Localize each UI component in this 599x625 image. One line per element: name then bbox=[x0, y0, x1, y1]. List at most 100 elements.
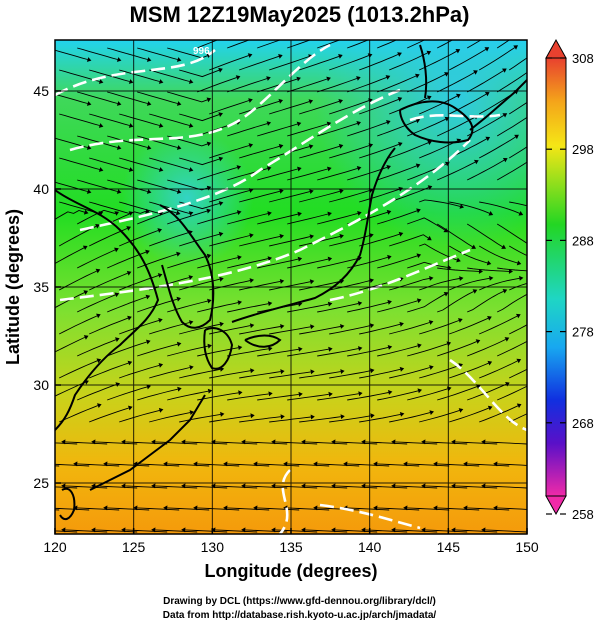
streamline bbox=[449, 317, 489, 335]
streamline-arrowhead bbox=[207, 388, 213, 394]
streamline-arrowhead bbox=[458, 408, 464, 413]
streamline-arrowhead bbox=[451, 527, 456, 533]
streamline bbox=[55, 292, 85, 309]
streamline bbox=[287, 463, 330, 467]
colorbar-tick-label-288: 288 bbox=[572, 233, 594, 248]
streamline-arrowhead bbox=[398, 142, 403, 147]
streamline bbox=[185, 529, 228, 533]
streamline bbox=[119, 113, 160, 126]
streamline bbox=[485, 529, 527, 533]
streamline-arrowhead bbox=[223, 461, 228, 467]
streamline bbox=[89, 157, 130, 170]
streamline bbox=[149, 367, 190, 379]
streamline bbox=[55, 181, 88, 192]
streamline-arrowhead bbox=[502, 289, 508, 294]
streamline-arrowhead bbox=[249, 278, 254, 283]
streamline bbox=[119, 230, 159, 247]
streamline-arrowhead bbox=[175, 210, 181, 216]
streamline bbox=[65, 441, 108, 445]
streamline-arrowhead bbox=[361, 483, 366, 489]
streamline bbox=[299, 190, 340, 203]
streamline-arrowhead bbox=[403, 461, 408, 467]
streamline bbox=[419, 199, 461, 207]
streamline bbox=[275, 485, 318, 489]
streamline-arrowhead bbox=[13, 505, 17, 510]
streamline-arrowhead bbox=[158, 363, 164, 368]
streamline-arrowhead bbox=[310, 369, 315, 375]
streamline-arrowhead bbox=[279, 233, 284, 239]
streamline-arrowhead bbox=[361, 439, 366, 445]
streamline-arrowhead bbox=[298, 346, 303, 352]
colorbar-body bbox=[545, 57, 567, 497]
streamline-arrowhead bbox=[417, 343, 422, 349]
streamline-arrowhead bbox=[369, 278, 374, 283]
streamline-arrowhead bbox=[96, 358, 102, 364]
streamline bbox=[239, 55, 280, 71]
streamline bbox=[287, 348, 329, 357]
streamline bbox=[359, 368, 401, 379]
streamline bbox=[436, 40, 454, 49]
streamline bbox=[239, 416, 281, 423]
streamline bbox=[359, 323, 401, 335]
streamline bbox=[107, 210, 147, 225]
streamline bbox=[209, 100, 250, 115]
streamline-arrowhead bbox=[157, 228, 162, 233]
streamline-arrowhead bbox=[188, 79, 194, 84]
streamline bbox=[137, 507, 180, 511]
x-tick-label-130: 130 bbox=[201, 539, 225, 555]
colorbar-tick-label-308: 308 bbox=[572, 51, 594, 66]
streamline bbox=[59, 157, 100, 170]
map-title: MSM 12Z19May2025 (1013.2hPa) bbox=[129, 2, 470, 27]
streamline bbox=[149, 232, 190, 247]
streamline bbox=[497, 267, 527, 272]
streamline bbox=[299, 326, 341, 335]
streamline-arrowhead bbox=[484, 92, 490, 97]
streamline-arrowhead bbox=[415, 163, 421, 169]
streamline bbox=[347, 346, 389, 357]
streamline-arrowhead bbox=[158, 407, 164, 413]
streamline-arrowhead bbox=[331, 527, 336, 533]
streamline bbox=[119, 201, 160, 214]
streamline bbox=[137, 47, 178, 60]
streamline-arrowhead bbox=[116, 189, 122, 194]
x-tick-label-145: 145 bbox=[437, 539, 461, 555]
streamline-arrowhead bbox=[181, 439, 186, 445]
streamline bbox=[407, 388, 448, 401]
streamline-arrowhead bbox=[86, 101, 92, 106]
streamline bbox=[437, 386, 478, 401]
streamline bbox=[437, 463, 480, 467]
streamline bbox=[407, 40, 426, 49]
streamline bbox=[317, 258, 359, 269]
streamline bbox=[227, 78, 268, 93]
streamline bbox=[107, 463, 150, 467]
streamline bbox=[167, 179, 208, 191]
streamline bbox=[59, 113, 100, 126]
streamline-arrowhead bbox=[391, 527, 396, 533]
streamline bbox=[287, 123, 328, 137]
streamline bbox=[257, 348, 299, 357]
streamline-arrowhead bbox=[386, 209, 392, 215]
streamline bbox=[407, 261, 448, 269]
streamline-arrowhead bbox=[206, 97, 212, 103]
coast-hokkaido bbox=[399, 100, 474, 144]
streamline-arrowhead bbox=[181, 483, 186, 489]
streamline bbox=[197, 167, 238, 181]
streamline-arrowhead bbox=[391, 439, 396, 445]
streamline-arrowhead bbox=[267, 256, 272, 262]
streamline-arrowhead bbox=[296, 76, 301, 82]
streamline bbox=[467, 383, 507, 401]
streamline-arrowhead bbox=[296, 121, 302, 127]
streamline-arrowhead bbox=[145, 294, 151, 300]
streamline-arrowhead bbox=[211, 527, 216, 533]
streamline bbox=[419, 364, 460, 379]
streamline-arrowhead bbox=[516, 313, 521, 319]
streamline-arrowhead bbox=[369, 323, 375, 329]
streamline bbox=[59, 360, 98, 379]
streamline-arrowhead bbox=[481, 439, 486, 445]
streamline bbox=[419, 278, 460, 291]
streamline-arrowhead bbox=[247, 53, 253, 58]
streamline-arrowhead bbox=[158, 79, 164, 84]
streamline bbox=[239, 145, 280, 159]
streamline-arrowhead bbox=[387, 299, 392, 305]
streamline-arrowhead bbox=[328, 346, 333, 352]
